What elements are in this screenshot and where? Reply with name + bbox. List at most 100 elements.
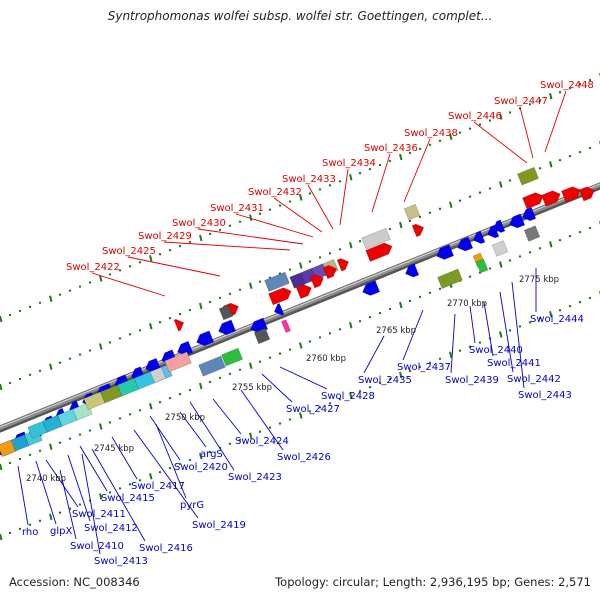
gene-box-gray4 (523, 225, 541, 242)
connector-swol-2433 (307, 184, 334, 230)
gene-label-swol-2412: Swol_2412 (84, 523, 138, 534)
gene-arrow-reverse (522, 206, 537, 222)
connector-swol-2419 (133, 429, 199, 519)
gene-label-swol-2416: Swol_2416 (139, 543, 193, 554)
tick-mark (199, 382, 203, 390)
connector-swol-2448 (544, 90, 567, 153)
guide-dot (338, 398, 342, 401)
guide-dot (588, 226, 592, 230)
gene-label-swol-2432: Swol_2432 (248, 187, 302, 198)
guide-dot (128, 333, 132, 336)
gene-arrow-forward (173, 318, 185, 332)
gene-fwd-2431 (309, 274, 324, 289)
guide-dot (88, 349, 92, 352)
guide-dot (58, 361, 62, 364)
gene-features (0, 166, 595, 457)
gene-rev-15 (218, 319, 237, 336)
guide-dot (158, 471, 162, 474)
guide-dot (328, 402, 332, 405)
gene-fwd-2449 (578, 186, 595, 202)
gene-rev-23 (486, 224, 500, 239)
gene-fwd-2432 (322, 265, 337, 280)
gene-box (164, 351, 192, 373)
connector-swol-2429 (163, 241, 291, 251)
gene-label-swol-2428: Swol_2428 (321, 391, 375, 402)
tick-mark (349, 174, 353, 181)
gene-box (523, 225, 541, 242)
tick-mark (299, 412, 303, 419)
gene-box (149, 366, 167, 384)
gene-fwd-2427box (264, 271, 290, 292)
gene-box-gray3 (491, 240, 509, 257)
guide-dot (438, 357, 442, 360)
guide-dot (508, 111, 512, 114)
guide-dot (328, 184, 332, 187)
gene-fwd-2447 (541, 190, 561, 207)
scale-label-2745-kbp: 2745 kbp (94, 444, 134, 454)
gene-arrow-reverse (436, 244, 455, 260)
gene-box (475, 258, 489, 274)
gene-arrow-forward (322, 265, 337, 280)
guide-dot (578, 150, 582, 154)
guide-dot (118, 417, 122, 420)
guide-dot (88, 281, 92, 284)
gene-label-swol-2448: Swol_2448 (540, 80, 594, 91)
gene-rev-24 (492, 219, 506, 233)
gene-label-swol-2431: Swol_2431 (210, 203, 264, 214)
accession-label: Accession: NC_008346 (9, 575, 140, 589)
guide-dot (188, 240, 192, 244)
gene-arrow-forward (365, 242, 393, 262)
guide-dot (538, 167, 542, 170)
connector-swol-2439 (450, 313, 456, 374)
gene-box (221, 347, 243, 367)
gene-label-swol-2446: Swol_2446 (448, 111, 502, 122)
tick-mark (149, 255, 153, 262)
guide-dot (508, 329, 512, 332)
gene-arrow-reverse (405, 263, 420, 278)
guide-dot (358, 320, 362, 323)
guide-dot (68, 437, 72, 440)
guide-dot (338, 328, 342, 331)
gene-arrow-reverse (218, 319, 237, 336)
guide-dot (208, 380, 212, 384)
gene-label-glpx: glpX (50, 526, 72, 537)
gene-rev-13 (177, 340, 194, 356)
gene-arrow-reverse (472, 230, 486, 244)
guide-dot (528, 251, 532, 254)
guide-dot (188, 388, 192, 392)
gene-label-swol-2434: Swol_2434 (322, 158, 376, 169)
gene-box (517, 166, 539, 186)
guide-dot (118, 487, 122, 490)
guide-dot (318, 188, 322, 191)
scale-labels: 2740 kbp 2745 kbp 2750 kbp 2755 kbp 2760 kbp… (26, 275, 559, 484)
gene-fwd-2433 (336, 258, 350, 272)
guide-dot (228, 372, 232, 376)
gene-arrow-forward (336, 258, 350, 272)
tick-mark (299, 194, 303, 201)
guide-dot (538, 99, 542, 102)
tick-mark (399, 153, 403, 161)
guide-dot (188, 458, 192, 462)
guide-dot (518, 325, 522, 328)
guide-dot-row-1 (0, 73, 600, 323)
guide-dot (378, 311, 382, 315)
guide-dot (378, 381, 382, 385)
tick-mark (49, 363, 53, 370)
gene-label-pyrg: pyrG (180, 500, 204, 511)
tick-mark (0, 315, 3, 323)
gene-box-magenta (281, 319, 291, 334)
tick-mark (99, 493, 103, 500)
connector-swol-2434 (339, 168, 349, 226)
gene-label-swol-2410: Swol_2410 (70, 541, 124, 552)
connector-swol-2430 (197, 228, 304, 245)
guide-dot (188, 308, 192, 312)
tick-mark (349, 392, 353, 399)
guide-dot (288, 268, 292, 271)
guide-dot (578, 230, 582, 234)
connector-swol-2436 (371, 153, 391, 213)
guide-dot (228, 442, 232, 446)
guide-dot (428, 211, 432, 215)
guide-dot (38, 369, 42, 372)
gene-label-swol-2426: Swol_2426 (277, 452, 331, 463)
tick-mark (49, 295, 53, 302)
